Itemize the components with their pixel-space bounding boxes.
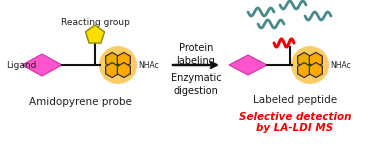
Text: Reacting group: Reacting group xyxy=(60,18,129,27)
Text: Ligand: Ligand xyxy=(6,61,36,70)
Text: Enzymatic
digestion: Enzymatic digestion xyxy=(171,73,221,96)
Text: by LA-LDI MS: by LA-LDI MS xyxy=(256,123,334,133)
Polygon shape xyxy=(85,25,104,43)
Polygon shape xyxy=(297,63,311,78)
Circle shape xyxy=(99,46,137,84)
Text: Amidopyrene probe: Amidopyrene probe xyxy=(29,97,132,107)
Text: Labeled peptide: Labeled peptide xyxy=(253,95,337,105)
Text: Selective detection: Selective detection xyxy=(239,112,351,122)
Polygon shape xyxy=(309,63,322,78)
Circle shape xyxy=(291,46,329,84)
Polygon shape xyxy=(309,52,322,67)
Polygon shape xyxy=(297,52,311,67)
Polygon shape xyxy=(117,52,130,67)
Polygon shape xyxy=(117,63,130,78)
Polygon shape xyxy=(106,52,119,67)
Text: NHAc: NHAc xyxy=(330,62,351,70)
Text: NHAc: NHAc xyxy=(138,62,159,70)
Polygon shape xyxy=(106,63,119,78)
Polygon shape xyxy=(22,54,62,76)
Text: Protein
labeling: Protein labeling xyxy=(177,43,215,66)
Polygon shape xyxy=(229,55,267,75)
